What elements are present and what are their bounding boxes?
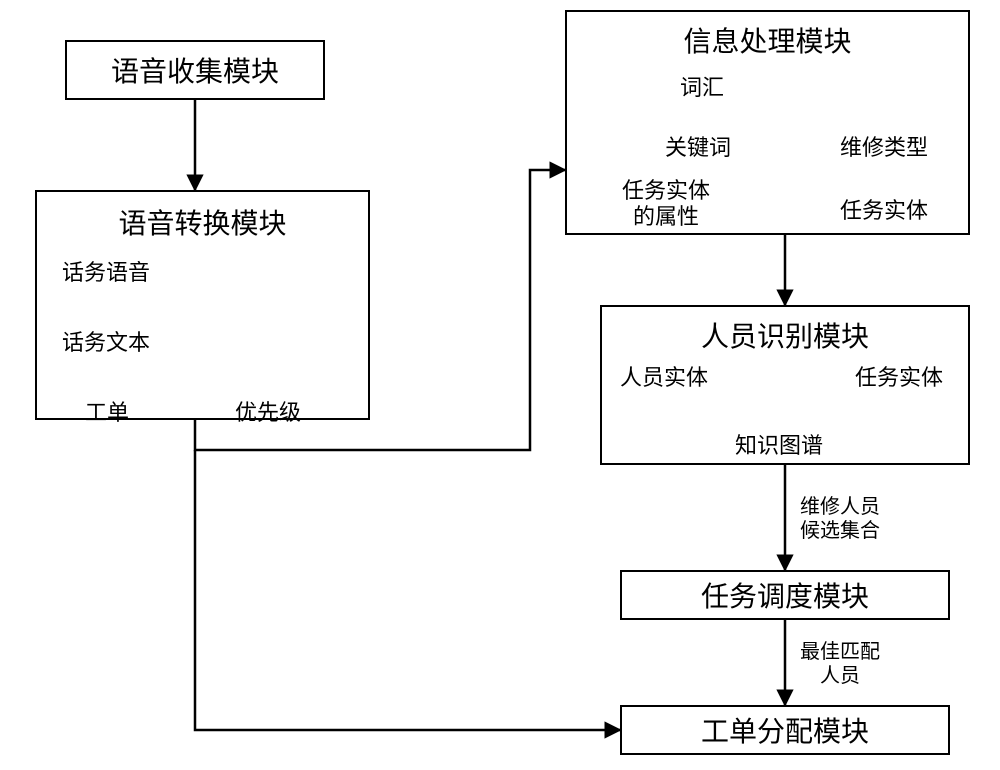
label-best-match-person: 最佳匹配 人员	[800, 640, 880, 688]
label-pi-task-entity: 任务实体	[855, 360, 943, 392]
label-call-voice: 话务语音	[62, 255, 150, 287]
label-person-entity: 人员实体	[620, 360, 708, 392]
node-title: 信息处理模块	[683, 20, 851, 60]
node-title: 工单分配模块	[701, 710, 869, 750]
label-priority: 优先级	[235, 395, 301, 427]
solid-edge	[195, 450, 620, 730]
label-work-order: 工单	[85, 395, 129, 427]
label-call-text: 话务文本	[62, 325, 150, 357]
node-workorder-assign: 工单分配模块	[620, 705, 950, 755]
label-repair-candidate-set: 维修人员 候选集合	[800, 495, 880, 543]
label-vocabulary: 词汇	[680, 70, 724, 102]
node-title: 语音转换模块	[118, 202, 286, 242]
node-task-schedule: 任务调度模块	[620, 570, 950, 620]
label-repair-type: 维修类型	[840, 130, 928, 162]
node-title: 语音收集模块	[111, 50, 279, 90]
node-title: 任务调度模块	[701, 575, 869, 615]
label-knowledge-graph: 知识图谱	[735, 428, 823, 460]
node-title: 人员识别模块	[701, 315, 869, 355]
node-voice-convert: 语音转换模块	[35, 190, 370, 420]
label-task-entity-attr: 任务实体 的属性	[622, 178, 710, 231]
label-keyword: 关键词	[665, 130, 731, 162]
label-task-entity: 任务实体	[840, 193, 928, 225]
node-voice-collect: 语音收集模块	[65, 40, 325, 100]
